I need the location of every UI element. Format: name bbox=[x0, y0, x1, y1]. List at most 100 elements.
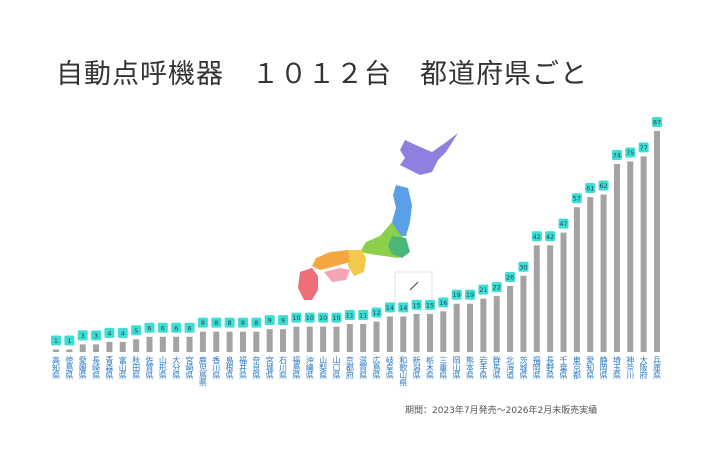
bar bbox=[346, 324, 353, 352]
category-label: 岡山県 bbox=[452, 356, 462, 379]
data-label: 11 bbox=[346, 312, 354, 320]
value-badge bbox=[465, 289, 476, 300]
data-label: 22 bbox=[493, 284, 501, 292]
bar bbox=[239, 331, 246, 352]
category-label: 島根県 bbox=[225, 356, 235, 379]
value-badge bbox=[585, 183, 596, 194]
value-badge bbox=[264, 315, 275, 326]
data-label: 10 bbox=[332, 314, 340, 322]
bar bbox=[119, 341, 126, 352]
bar bbox=[333, 326, 340, 352]
data-label: 6 bbox=[161, 324, 165, 332]
data-label: 9 bbox=[268, 317, 272, 325]
bar bbox=[640, 156, 647, 352]
category-label: 三重県 bbox=[438, 356, 448, 379]
data-label: 30 bbox=[519, 263, 527, 271]
data-label: 8 bbox=[241, 319, 245, 327]
bar bbox=[253, 331, 260, 352]
data-label: 16 bbox=[439, 299, 447, 307]
category-label: 鹿児島県 bbox=[198, 356, 208, 386]
data-label: 4 bbox=[107, 329, 111, 337]
value-badge bbox=[144, 322, 155, 333]
chart-title: 自動点呼機器 １０１２台 都道府県ごと bbox=[56, 59, 588, 90]
value-badge bbox=[117, 327, 128, 338]
bar bbox=[199, 331, 206, 352]
data-label: 3 bbox=[81, 332, 85, 340]
data-label: 6 bbox=[147, 324, 151, 332]
bar bbox=[400, 316, 407, 352]
data-label: 47 bbox=[559, 220, 567, 228]
value-badge bbox=[318, 312, 329, 323]
category-label: 山梨県 bbox=[318, 356, 328, 379]
value-badge bbox=[558, 218, 569, 229]
bar bbox=[133, 339, 140, 352]
data-label: 42 bbox=[533, 233, 541, 241]
value-badge bbox=[331, 312, 342, 323]
value-badge bbox=[625, 147, 636, 158]
value-badge bbox=[64, 335, 75, 346]
bar bbox=[360, 324, 367, 352]
data-label: 8 bbox=[254, 319, 258, 327]
value-badge bbox=[384, 302, 395, 313]
bar bbox=[373, 321, 380, 352]
category-label: 大阪府 bbox=[639, 356, 649, 379]
bar bbox=[520, 275, 527, 352]
category-label: 広島県 bbox=[372, 356, 382, 379]
category-label: 宮崎県 bbox=[185, 356, 195, 379]
data-label: 8 bbox=[201, 319, 205, 327]
map-tohoku bbox=[392, 185, 412, 236]
bar bbox=[453, 303, 460, 352]
data-label: 9 bbox=[281, 317, 285, 325]
category-label: 熊本県 bbox=[465, 356, 475, 379]
value-badge bbox=[491, 282, 502, 293]
value-badge bbox=[171, 322, 182, 333]
value-badge bbox=[371, 307, 382, 318]
category-label: 栃木県 bbox=[425, 356, 435, 379]
value-badge bbox=[51, 335, 61, 346]
category-label: 徳島県 bbox=[64, 356, 74, 379]
data-label: 87 bbox=[653, 119, 661, 127]
data-label: 10 bbox=[292, 314, 300, 322]
data-label: 19 bbox=[453, 291, 461, 299]
value-badge bbox=[278, 315, 289, 326]
value-badge bbox=[211, 317, 222, 328]
value-badge bbox=[104, 327, 115, 338]
value-badge bbox=[291, 312, 302, 323]
data-label: 1 bbox=[54, 337, 58, 345]
data-label: 77 bbox=[640, 144, 648, 152]
value-badge bbox=[91, 330, 102, 341]
category-label: 愛媛県 bbox=[78, 356, 88, 379]
data-label: 62 bbox=[599, 182, 607, 190]
category-label: 群馬県 bbox=[492, 356, 502, 379]
category-label: 和歌山県 bbox=[398, 356, 408, 386]
category-label: 滋賀県 bbox=[358, 356, 368, 379]
bar bbox=[79, 344, 86, 352]
category-label: 東京都 bbox=[572, 356, 582, 379]
value-badge bbox=[157, 322, 168, 333]
value-badge bbox=[438, 297, 449, 308]
category-label: 山形県 bbox=[158, 356, 168, 379]
japan-map bbox=[298, 133, 458, 305]
category-label: 福井県 bbox=[238, 356, 248, 379]
category-label: 埼玉県 bbox=[612, 356, 622, 379]
category-label: 沖縄県 bbox=[305, 356, 315, 379]
value-badge bbox=[197, 317, 208, 328]
value-badge bbox=[251, 317, 262, 328]
map-hokkaido bbox=[400, 133, 458, 175]
bar bbox=[320, 326, 327, 352]
bar bbox=[480, 298, 487, 352]
category-label: 香川県 bbox=[211, 356, 221, 379]
value-badge bbox=[478, 284, 489, 295]
value-badge bbox=[545, 231, 556, 242]
category-label: 愛知県 bbox=[585, 356, 595, 379]
bar bbox=[440, 311, 447, 352]
bar bbox=[413, 313, 420, 352]
bar bbox=[280, 329, 287, 352]
category-label: 山口県 bbox=[331, 356, 341, 379]
data-label: 61 bbox=[586, 185, 594, 193]
data-label: 5 bbox=[134, 327, 138, 335]
category-label: 長野県 bbox=[545, 356, 555, 379]
data-label: 3 bbox=[94, 332, 98, 340]
